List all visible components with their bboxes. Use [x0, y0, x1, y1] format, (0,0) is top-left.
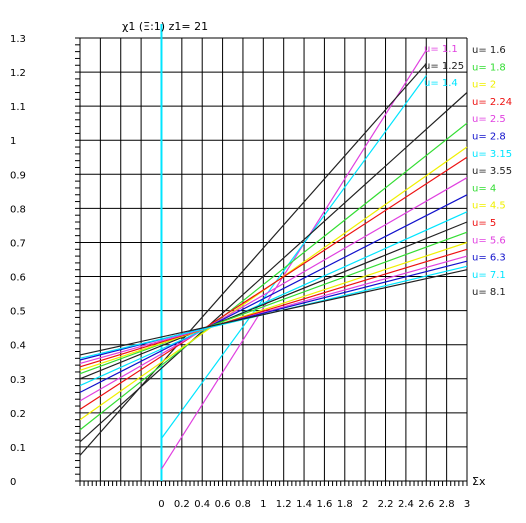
grid [79, 24, 468, 482]
series-line [79, 194, 468, 393]
series-line [79, 92, 468, 443]
legend-label: u= 1.1 [424, 44, 458, 55]
legend-label: u= 1.4 [424, 78, 458, 89]
y-tick-label: 1.3 [10, 34, 26, 45]
series-line [79, 248, 468, 368]
series-line [79, 231, 468, 375]
series-line [161, 75, 427, 439]
x-tick-label: 2.2 [378, 499, 394, 510]
x-tick-label: 2.4 [398, 499, 414, 510]
legend-label: u= 2.24 [472, 97, 512, 108]
y-tick-label: 0 [10, 477, 16, 488]
x-tick-label: 0.2 [174, 499, 190, 510]
series-line [79, 211, 468, 387]
y-tick-label: 0.4 [10, 341, 26, 352]
legend-label: u= 5 [472, 218, 496, 229]
legend-label: u= 4 [472, 183, 496, 194]
x-tick-label: 1.6 [316, 499, 332, 510]
series-line [79, 269, 468, 356]
legend-label: u= 2.8 [472, 132, 506, 143]
x-tick-label: 0.4 [194, 499, 210, 510]
series-line [79, 177, 468, 402]
legend-label: u= 2.5 [472, 114, 506, 125]
legend-label: u= 3.15 [472, 149, 512, 160]
series-line [79, 221, 468, 380]
y-tick-label: 0.5 [10, 307, 26, 318]
chart-title: χ1 (Ξ:1) z1= 21 [122, 20, 208, 33]
x-tick-label: 3 [464, 499, 470, 510]
y-tick-label: 1.2 [10, 68, 26, 79]
x-tick-label: 2 [362, 499, 368, 510]
y-tick-labels: 0 0.1 0.2 0.3 0.4 0.5 0.6 0.7 0.8 0.9 1 1.1 1.2 1.3 [10, 34, 26, 488]
series-line [79, 156, 468, 410]
series-line [79, 241, 468, 371]
x-tick-label: 2.8 [439, 499, 455, 510]
y-tick-label: 0.2 [10, 409, 26, 420]
legend-label: u= 1.8 [472, 62, 506, 73]
x-tick-label: 1 [260, 499, 266, 510]
y-tick-label: 1.1 [10, 102, 26, 113]
legend-label: u= 1.6 [472, 45, 506, 56]
y-tick-label: 1 [10, 136, 16, 147]
legend-label: u= 3.55 [472, 166, 512, 177]
series-lines [79, 49, 468, 470]
series-line [79, 122, 468, 431]
x-tick-label: 1.2 [276, 499, 292, 510]
legend-label: u= 6.3 [472, 253, 506, 264]
legend: u= 1.1 u= 1.25 u= 1.4 u= 1.6 u= 1.8 u= 2 u= 2.… [424, 44, 512, 298]
legend-label: u= 7.1 [472, 270, 506, 281]
x-tick-label: 1.4 [296, 499, 312, 510]
legend-label: u= 8.1 [472, 287, 506, 298]
y-tick-label: 0.6 [10, 273, 26, 284]
x-tick-labels: 0 0.2 0.4 0.6 0.8 1 1.2 1.4 1.6 1.8 2 2.2 2.4 2.6 2.8 3 [158, 499, 470, 510]
legend-label: u= 2 [472, 80, 496, 91]
y-tick-label: 0.3 [10, 375, 26, 386]
legend-label: u= 5.6 [472, 235, 506, 246]
x-tick-label: 2.6 [418, 499, 434, 510]
x-tick-label: 0.6 [215, 499, 231, 510]
x-tick-label: 0 [158, 499, 164, 510]
minor-ticks [75, 37, 468, 486]
series-line [79, 255, 468, 364]
y-tick-label: 0.1 [10, 443, 26, 454]
y-tick-label: 0.7 [10, 238, 26, 249]
x-tick-label: 0.8 [235, 499, 251, 510]
series-line [160, 49, 427, 470]
legend-label: u= 1.25 [424, 61, 464, 72]
x-tick-label: 1.8 [337, 499, 353, 510]
y-tick-label: 0.9 [10, 170, 26, 181]
legend-label: u= 4.5 [472, 201, 506, 212]
x-axis-label: Σx [472, 475, 486, 488]
y-tick-label: 0.8 [10, 204, 26, 215]
